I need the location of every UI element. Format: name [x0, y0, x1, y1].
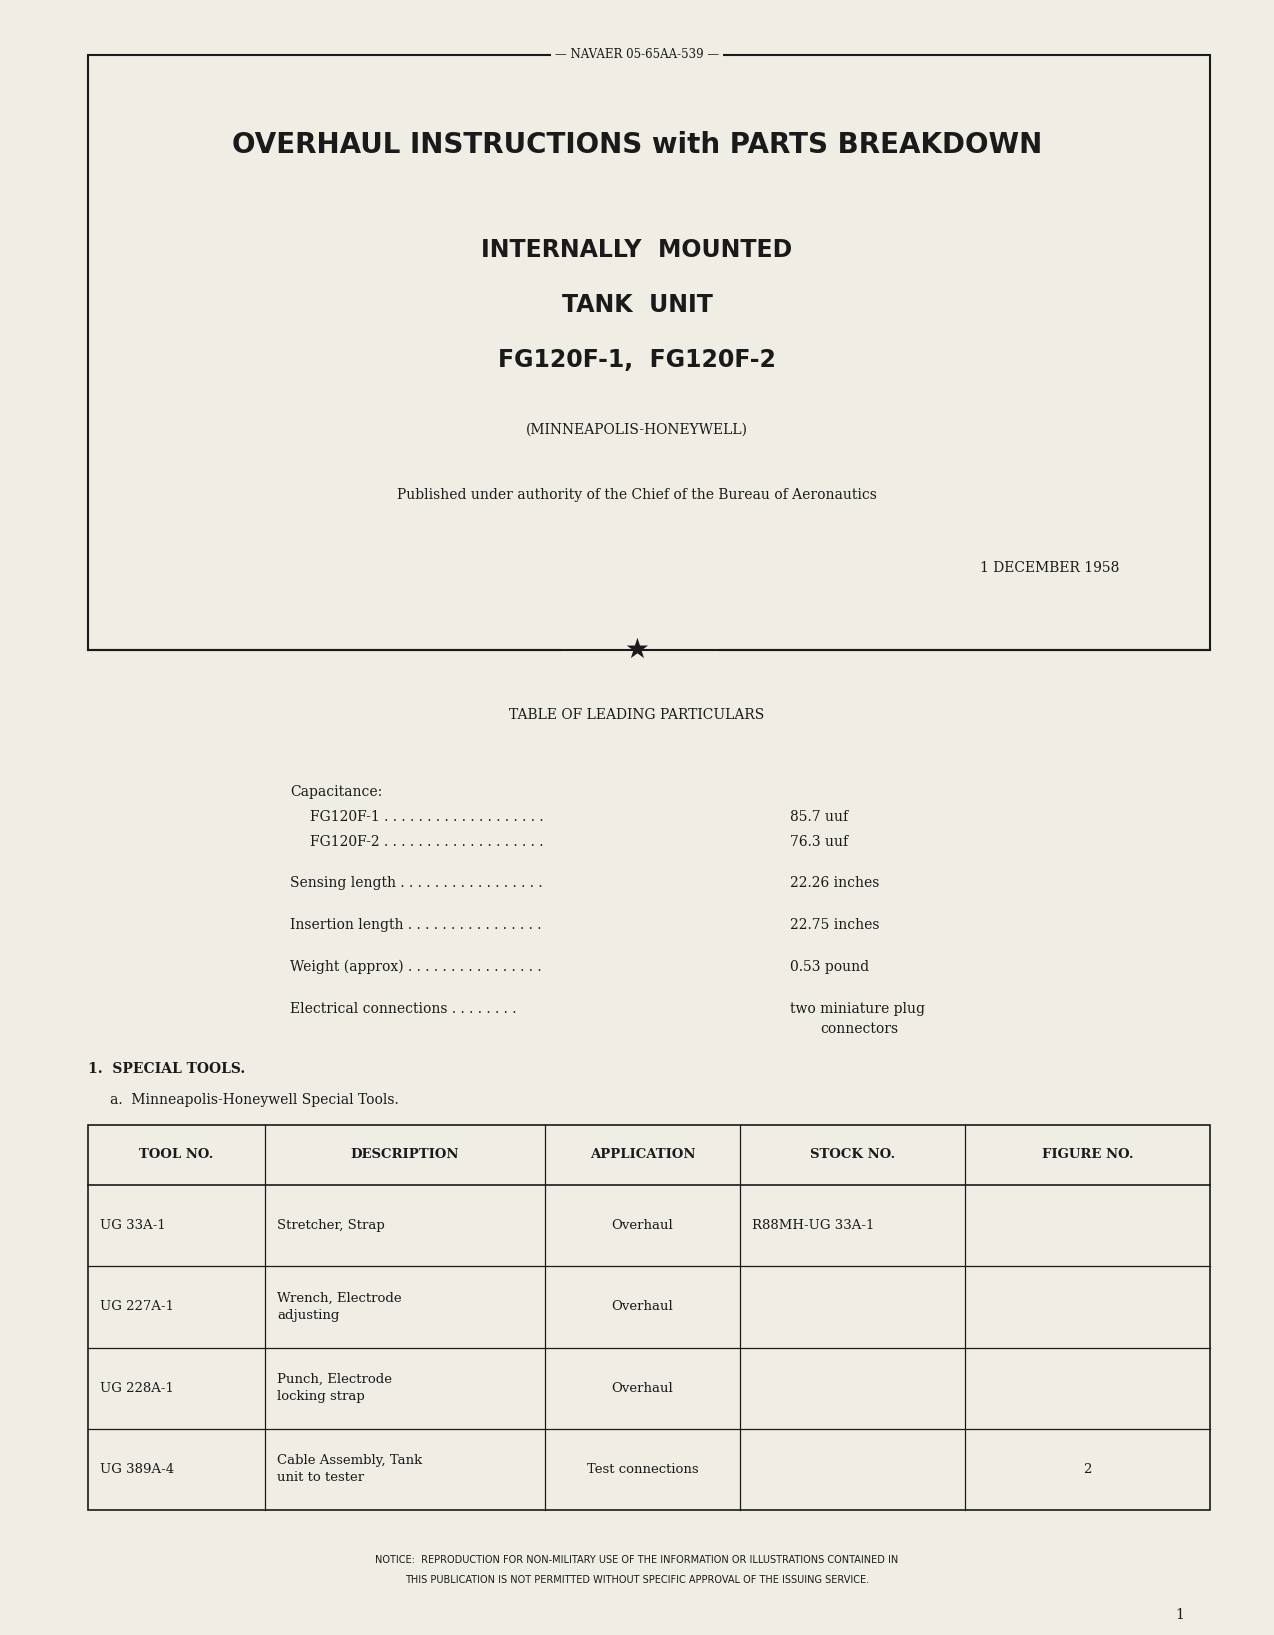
Text: 22.75 inches: 22.75 inches [790, 917, 879, 932]
Text: Electrical connections . . . . . . . .: Electrical connections . . . . . . . . [290, 1002, 516, 1015]
Bar [88, 1125, 1210, 1511]
Text: Wrench, Electrode
adjusting: Wrench, Electrode adjusting [276, 1292, 401, 1321]
Text: DESCRIPTION: DESCRIPTION [350, 1148, 459, 1161]
Text: 1.  SPECIAL TOOLS.: 1. SPECIAL TOOLS. [88, 1063, 246, 1076]
Text: 2: 2 [1083, 1463, 1092, 1476]
Text: 76.3 uuf: 76.3 uuf [790, 835, 848, 849]
Text: OVERHAUL INSTRUCTIONS with PARTS BREAKDOWN: OVERHAUL INSTRUCTIONS with PARTS BREAKDO… [232, 131, 1042, 159]
Text: a.  Minneapolis-Honeywell Special Tools.: a. Minneapolis-Honeywell Special Tools. [110, 1094, 399, 1107]
Text: THIS PUBLICATION IS NOT PERMITTED WITHOUT SPECIFIC APPROVAL OF THE ISSUING SERVI: THIS PUBLICATION IS NOT PERMITTED WITHOU… [405, 1575, 869, 1584]
Text: STOCK NO.: STOCK NO. [810, 1148, 896, 1161]
Text: Published under authority of the Chief of the Bureau of Aeronautics: Published under authority of the Chief o… [397, 487, 877, 502]
Text: Insertion length . . . . . . . . . . . . . . . .: Insertion length . . . . . . . . . . . .… [290, 917, 541, 932]
Text: Punch, Electrode
locking strap: Punch, Electrode locking strap [276, 1373, 392, 1403]
Text: two miniature plug: two miniature plug [790, 1002, 925, 1015]
Text: APPLICATION: APPLICATION [590, 1148, 696, 1161]
Text: Stretcher, Strap: Stretcher, Strap [276, 1220, 385, 1233]
Text: Weight (approx) . . . . . . . . . . . . . . . .: Weight (approx) . . . . . . . . . . . . … [290, 960, 541, 974]
Bar [88, 56, 1210, 651]
Text: ★: ★ [624, 636, 650, 664]
Text: Overhaul: Overhaul [612, 1300, 674, 1313]
Text: FG120F-1 . . . . . . . . . . . . . . . . . . .: FG120F-1 . . . . . . . . . . . . . . . .… [310, 809, 544, 824]
Text: NOTICE:  REPRODUCTION FOR NON-MILITARY USE OF THE INFORMATION OR ILLUSTRATIONS C: NOTICE: REPRODUCTION FOR NON-MILITARY US… [376, 1555, 898, 1565]
Text: Cable Assembly, Tank
unit to tester: Cable Assembly, Tank unit to tester [276, 1455, 422, 1485]
Text: 0.53 pound: 0.53 pound [790, 960, 869, 974]
Text: Test connections: Test connections [587, 1463, 698, 1476]
Text: FG120F-2 . . . . . . . . . . . . . . . . . . .: FG120F-2 . . . . . . . . . . . . . . . .… [310, 835, 544, 849]
Text: UG 227A-1: UG 227A-1 [99, 1300, 175, 1313]
Text: 1 DECEMBER 1958: 1 DECEMBER 1958 [980, 561, 1120, 576]
Text: TOOL NO.: TOOL NO. [139, 1148, 214, 1161]
Text: INTERNALLY  MOUNTED: INTERNALLY MOUNTED [482, 239, 792, 262]
Text: 85.7 uuf: 85.7 uuf [790, 809, 848, 824]
Text: UG 33A-1: UG 33A-1 [99, 1220, 166, 1233]
Text: TABLE OF LEADING PARTICULARS: TABLE OF LEADING PARTICULARS [510, 708, 764, 723]
Text: 1: 1 [1176, 1607, 1185, 1622]
Text: (MINNEAPOLIS-HONEYWELL): (MINNEAPOLIS-HONEYWELL) [526, 423, 748, 437]
Text: — NAVAER 05-65AA-539 —: — NAVAER 05-65AA-539 — [555, 49, 719, 62]
Text: UG 389A-4: UG 389A-4 [99, 1463, 175, 1476]
Text: UG 228A-1: UG 228A-1 [99, 1382, 173, 1395]
Text: 22.26 inches: 22.26 inches [790, 876, 879, 889]
Text: Overhaul: Overhaul [612, 1382, 674, 1395]
Text: TANK  UNIT: TANK UNIT [562, 293, 712, 317]
Text: R88MH-UG 33A-1: R88MH-UG 33A-1 [752, 1220, 874, 1233]
Text: connectors: connectors [820, 1022, 898, 1037]
Text: Capacitance:: Capacitance: [290, 785, 382, 800]
Text: Overhaul: Overhaul [612, 1220, 674, 1233]
Text: FG120F-1,  FG120F-2: FG120F-1, FG120F-2 [498, 348, 776, 373]
Text: FIGURE NO.: FIGURE NO. [1042, 1148, 1134, 1161]
Text: Sensing length . . . . . . . . . . . . . . . . .: Sensing length . . . . . . . . . . . . .… [290, 876, 543, 889]
